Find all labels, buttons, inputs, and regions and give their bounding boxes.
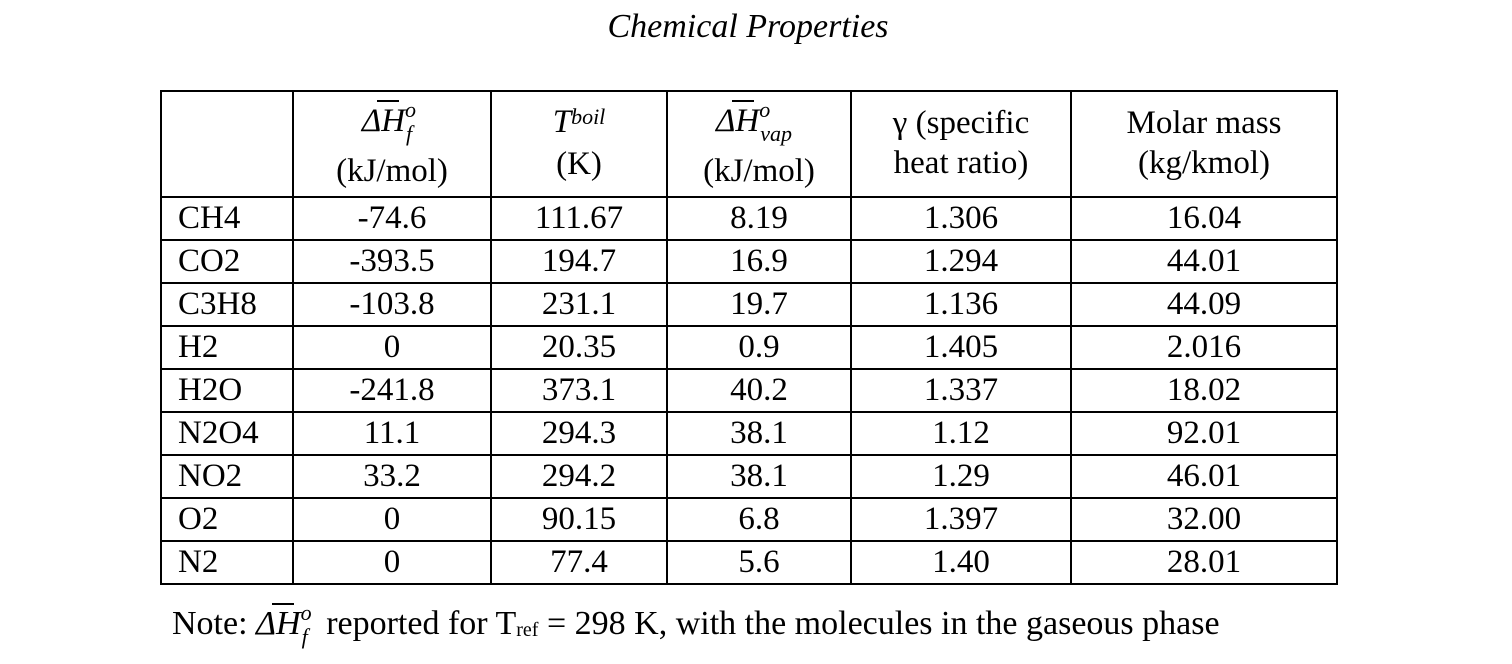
cell-species: C3H8: [160, 282, 294, 327]
chemical-properties-table: ΔHof (kJ/mol) Tboil (K) ΔHovap (kJ/mol) …: [160, 90, 1338, 585]
cell-enthalpy-formation: -74.6: [292, 196, 492, 241]
cell-molar-mass: 44.01: [1070, 239, 1338, 284]
cell-enthalpy-vaporization: 19.7: [666, 282, 852, 327]
cell-boiling-temp: 90.15: [490, 497, 668, 542]
cell-enthalpy-formation: 11.1: [292, 411, 492, 456]
cell-gamma: 1.29: [850, 454, 1072, 499]
cell-species: O2: [160, 497, 294, 542]
table-row: NO2 33.2 294.2 38.1 1.29 46.01: [160, 454, 1338, 499]
header-species: [160, 90, 294, 198]
cell-species: NO2: [160, 454, 294, 499]
cell-boiling-temp: 194.7: [490, 239, 668, 284]
cell-enthalpy-vaporization: 38.1: [666, 411, 852, 456]
table-row: CO2 -393.5 194.7 16.9 1.294 44.01: [160, 239, 1338, 284]
cell-boiling-temp: 20.35: [490, 325, 668, 370]
cell-gamma: 1.12: [850, 411, 1072, 456]
table-row: O2 0 90.15 6.8 1.397 32.00: [160, 497, 1338, 542]
cell-enthalpy-formation: 0: [292, 325, 492, 370]
cell-enthalpy-formation: -241.8: [292, 368, 492, 413]
table-row: N2 0 77.4 5.6 1.40 28.01: [160, 540, 1338, 585]
cell-species: CO2: [160, 239, 294, 284]
cell-enthalpy-formation: -103.8: [292, 282, 492, 327]
cell-gamma: 1.405: [850, 325, 1072, 370]
enthalpy-symbol: ΔH: [362, 99, 405, 142]
cell-molar-mass: 16.04: [1070, 196, 1338, 241]
cell-enthalpy-vaporization: 6.8: [666, 497, 852, 542]
page-title: Chemical Properties: [607, 8, 889, 45]
header-molar-mass: Molar mass (kg/kmol): [1070, 90, 1338, 198]
cell-enthalpy-vaporization: 40.2: [666, 368, 852, 413]
cell-enthalpy-vaporization: 0.9: [666, 325, 852, 370]
cell-gamma: 1.337: [850, 368, 1072, 413]
cell-molar-mass: 32.00: [1070, 497, 1338, 542]
header-boiling-temp: Tboil (K): [490, 90, 668, 198]
cell-molar-mass: 46.01: [1070, 454, 1338, 499]
table-row: C3H8 -103.8 231.1 19.7 1.136 44.09: [160, 282, 1338, 327]
cell-molar-mass: 92.01: [1070, 411, 1338, 456]
unit-label: (kJ/mol): [703, 152, 815, 189]
cell-enthalpy-vaporization: 5.6: [666, 540, 852, 585]
cell-enthalpy-formation: -393.5: [292, 239, 492, 284]
table-row: CH4 -74.6 111.67 8.19 1.306 16.04: [160, 196, 1338, 241]
cell-gamma: 1.40: [850, 540, 1072, 585]
header-enthalpy-formation: ΔHof (kJ/mol): [292, 90, 492, 198]
cell-enthalpy-formation: 33.2: [292, 454, 492, 499]
cell-species: N2: [160, 540, 294, 585]
footnote: Note: ΔHof reported for Tref = 298 K, wi…: [172, 600, 1220, 649]
cell-boiling-temp: 294.2: [490, 454, 668, 499]
cell-gamma: 1.136: [850, 282, 1072, 327]
cell-enthalpy-vaporization: 16.9: [666, 239, 852, 284]
cell-species: N2O4: [160, 411, 294, 456]
cell-enthalpy-vaporization: 8.19: [666, 196, 852, 241]
cell-boiling-temp: 231.1: [490, 282, 668, 327]
table-row: H2O -241.8 373.1 40.2 1.337 18.02: [160, 368, 1338, 413]
cell-enthalpy-vaporization: 38.1: [666, 454, 852, 499]
enthalpy-symbol: ΔH: [256, 603, 301, 642]
cell-boiling-temp: 294.3: [490, 411, 668, 456]
header-gamma: γ (specific heat ratio): [850, 90, 1072, 198]
cell-molar-mass: 44.09: [1070, 282, 1338, 327]
cell-enthalpy-formation: 0: [292, 497, 492, 542]
header-row: ΔHof (kJ/mol) Tboil (K) ΔHovap (kJ/mol) …: [160, 90, 1338, 198]
cell-boiling-temp: 111.67: [490, 196, 668, 241]
table-row: H2 0 20.35 0.9 1.405 2.016: [160, 325, 1338, 370]
unit-label: (K): [556, 146, 602, 182]
cell-molar-mass: 2.016: [1070, 325, 1338, 370]
cell-gamma: 1.294: [850, 239, 1072, 284]
enthalpy-symbol: ΔH: [716, 99, 759, 142]
cell-enthalpy-formation: 0: [292, 540, 492, 585]
cell-molar-mass: 18.02: [1070, 368, 1338, 413]
cell-boiling-temp: 77.4: [490, 540, 668, 585]
cell-gamma: 1.397: [850, 497, 1072, 542]
cell-species: CH4: [160, 196, 294, 241]
cell-species: H2: [160, 325, 294, 370]
cell-boiling-temp: 373.1: [490, 368, 668, 413]
header-enthalpy-vaporization: ΔHovap (kJ/mol): [666, 90, 852, 198]
cell-gamma: 1.306: [850, 196, 1072, 241]
table-row: N2O4 11.1 294.3 38.1 1.12 92.01: [160, 411, 1338, 456]
unit-label: (kJ/mol): [336, 152, 448, 189]
cell-species: H2O: [160, 368, 294, 413]
cell-molar-mass: 28.01: [1070, 540, 1338, 585]
